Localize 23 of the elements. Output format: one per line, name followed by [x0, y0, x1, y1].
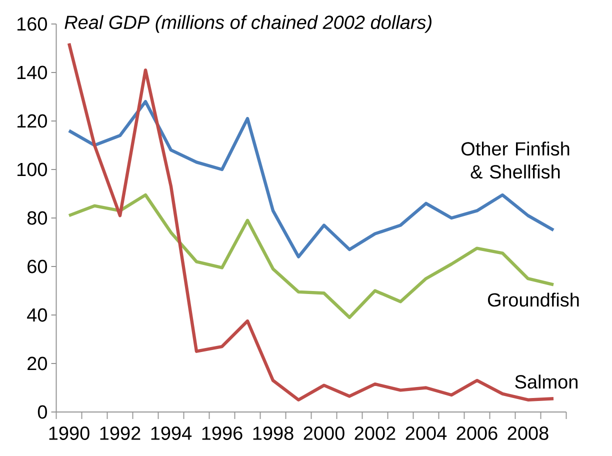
series-label: Other Finfish & Shellfish [462, 142, 570, 179]
x-tick-label: 1998 [253, 426, 294, 440]
x-tick-label: 2006 [456, 426, 498, 440]
x-tick-label: 1992 [100, 426, 140, 440]
y-tick-label: 100 [17, 162, 47, 176]
y-tick-label: 20 [28, 356, 47, 370]
y-tick-label: 60 [28, 260, 47, 274]
y-tick-label: 160 [17, 17, 47, 31]
x-tick-label: 2002 [354, 426, 396, 440]
series-label: Salmon [515, 374, 578, 389]
x-tick-label: 2004 [406, 426, 447, 440]
x-tick-label: 2008 [508, 426, 548, 440]
x-tick-label: 1990 [49, 426, 90, 440]
chart-title: Real GDP (millions of chained 2002 dollars) [64, 15, 432, 33]
y-tick-label: 40 [27, 308, 47, 322]
y-tick-label: 0 [38, 405, 47, 419]
x-tick-label: 2000 [304, 426, 344, 440]
y-tick-label: 120 [17, 114, 47, 128]
x-tick-label: 1996 [202, 426, 242, 440]
x-tick-label: 1994 [151, 426, 192, 440]
y-tick-label: 140 [17, 66, 47, 80]
y-tick-label: 80 [27, 211, 47, 225]
series-label: Groundfish [488, 292, 579, 307]
